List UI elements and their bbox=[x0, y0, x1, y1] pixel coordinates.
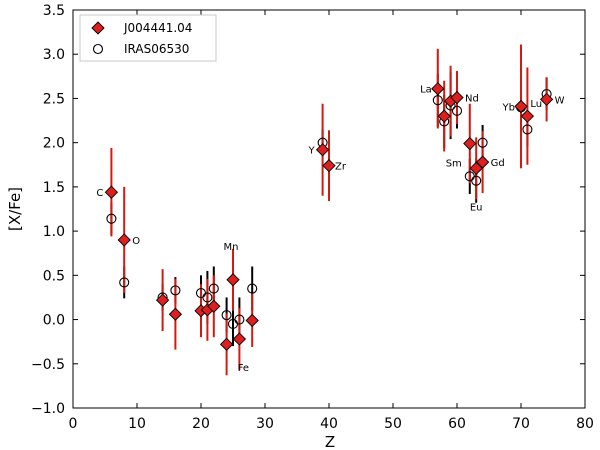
data-point-diamond bbox=[514, 99, 528, 114]
data-point-diamond bbox=[437, 109, 451, 123]
y-tick-label: 0.0 bbox=[43, 313, 65, 329]
element-annotation: Mn bbox=[224, 242, 239, 253]
axis-ticks: 0 10 20 30 40 50 60 70 80 −1.0 −0.5 0.0 0.5 1.0 1.5 2.0… bbox=[31, 3, 594, 432]
data-point-circle bbox=[170, 285, 181, 296]
legend-label-series-2: IRAS06530 bbox=[124, 42, 189, 56]
data-point-diamond bbox=[315, 143, 330, 157]
element-annotation: Gd bbox=[491, 158, 505, 169]
data-point-diamond bbox=[219, 337, 234, 351]
data-point-circle bbox=[208, 283, 219, 294]
y-tick-label: 3.5 bbox=[43, 3, 65, 19]
data-point-circle bbox=[106, 213, 117, 224]
y-tick-label: 2.0 bbox=[43, 136, 65, 152]
x-tick-label: 0 bbox=[69, 416, 78, 432]
element-annotation: C bbox=[96, 188, 103, 199]
data-point-circle bbox=[451, 105, 463, 116]
element-annotation: Yb bbox=[502, 102, 515, 113]
element-annotation: Nd bbox=[465, 94, 479, 105]
legend-label-series-1: J004441.04 bbox=[123, 21, 192, 35]
data-point-diamond bbox=[207, 299, 221, 313]
y-tick-label: 1.5 bbox=[43, 180, 65, 196]
plot-frame bbox=[72, 9, 586, 409]
data-point-diamond bbox=[104, 185, 119, 199]
legend: J004441.04 IRAS06530 bbox=[79, 14, 217, 62]
y-tick-label: −0.5 bbox=[31, 357, 65, 373]
y-tick-label: −1.0 bbox=[31, 401, 65, 417]
plot-marks: C O Mn Fe Y Zr La Nd Sm Gd Eu Yb Lu W bbox=[96, 44, 565, 376]
element-annotation: W bbox=[555, 95, 565, 106]
data-point-diamond bbox=[232, 332, 247, 346]
data-point-circle bbox=[221, 310, 232, 321]
x-tick-label: 70 bbox=[512, 416, 530, 432]
data-point-circle bbox=[432, 95, 443, 106]
element-annotation: Eu bbox=[470, 202, 483, 213]
data-point-diamond bbox=[450, 90, 464, 105]
data-point-diamond bbox=[475, 155, 490, 169]
data-point-circle bbox=[477, 137, 488, 148]
data-point-diamond bbox=[539, 92, 554, 106]
x-tick-label: 50 bbox=[384, 416, 402, 432]
legend-box bbox=[79, 14, 217, 62]
data-point-diamond bbox=[520, 109, 535, 123]
legend-marker-diamond bbox=[91, 21, 105, 35]
data-point-circle bbox=[522, 124, 533, 135]
element-annotation: La bbox=[420, 85, 432, 96]
data-point-circle bbox=[234, 314, 245, 325]
data-point-diamond bbox=[463, 136, 477, 151]
y-tick-label: 2.5 bbox=[43, 91, 65, 107]
x-tick-label: 40 bbox=[320, 416, 338, 432]
x-axis-label: Z bbox=[325, 433, 335, 450]
data-point-diamond bbox=[168, 307, 183, 321]
element-annotation: Sm bbox=[446, 159, 462, 170]
element-annotation: Y bbox=[307, 146, 315, 157]
x-tick-label: 60 bbox=[448, 416, 466, 432]
data-point-circle bbox=[247, 283, 258, 294]
x-tick-label: 20 bbox=[192, 416, 210, 432]
data-point-diamond bbox=[155, 293, 170, 307]
data-point-diamond bbox=[431, 82, 445, 96]
legend-marker-circle bbox=[92, 43, 104, 55]
data-point-circle bbox=[471, 175, 482, 186]
data-point-diamond bbox=[322, 159, 336, 173]
element-annotation: Lu bbox=[530, 99, 542, 110]
y-tick-label: 0.5 bbox=[43, 268, 65, 284]
element-annotation: Zr bbox=[335, 162, 347, 173]
data-point-diamond bbox=[226, 273, 240, 287]
x-tick-label: 10 bbox=[128, 416, 146, 432]
y-tick-label: 1.0 bbox=[43, 224, 65, 240]
element-annotation: O bbox=[132, 236, 140, 247]
x-tick-label: 30 bbox=[256, 416, 274, 432]
y-axis-label: [X/Fe] bbox=[6, 187, 24, 231]
element-annotation: Fe bbox=[238, 363, 249, 374]
x-tick-label: 80 bbox=[576, 416, 594, 432]
y-tick-label: 3.0 bbox=[43, 47, 65, 63]
data-point-circle bbox=[202, 292, 213, 303]
data-point-diamond bbox=[245, 313, 259, 328]
data-point-circle bbox=[119, 277, 130, 288]
legend-markers bbox=[91, 21, 105, 55]
data-point-diamond bbox=[117, 233, 131, 247]
